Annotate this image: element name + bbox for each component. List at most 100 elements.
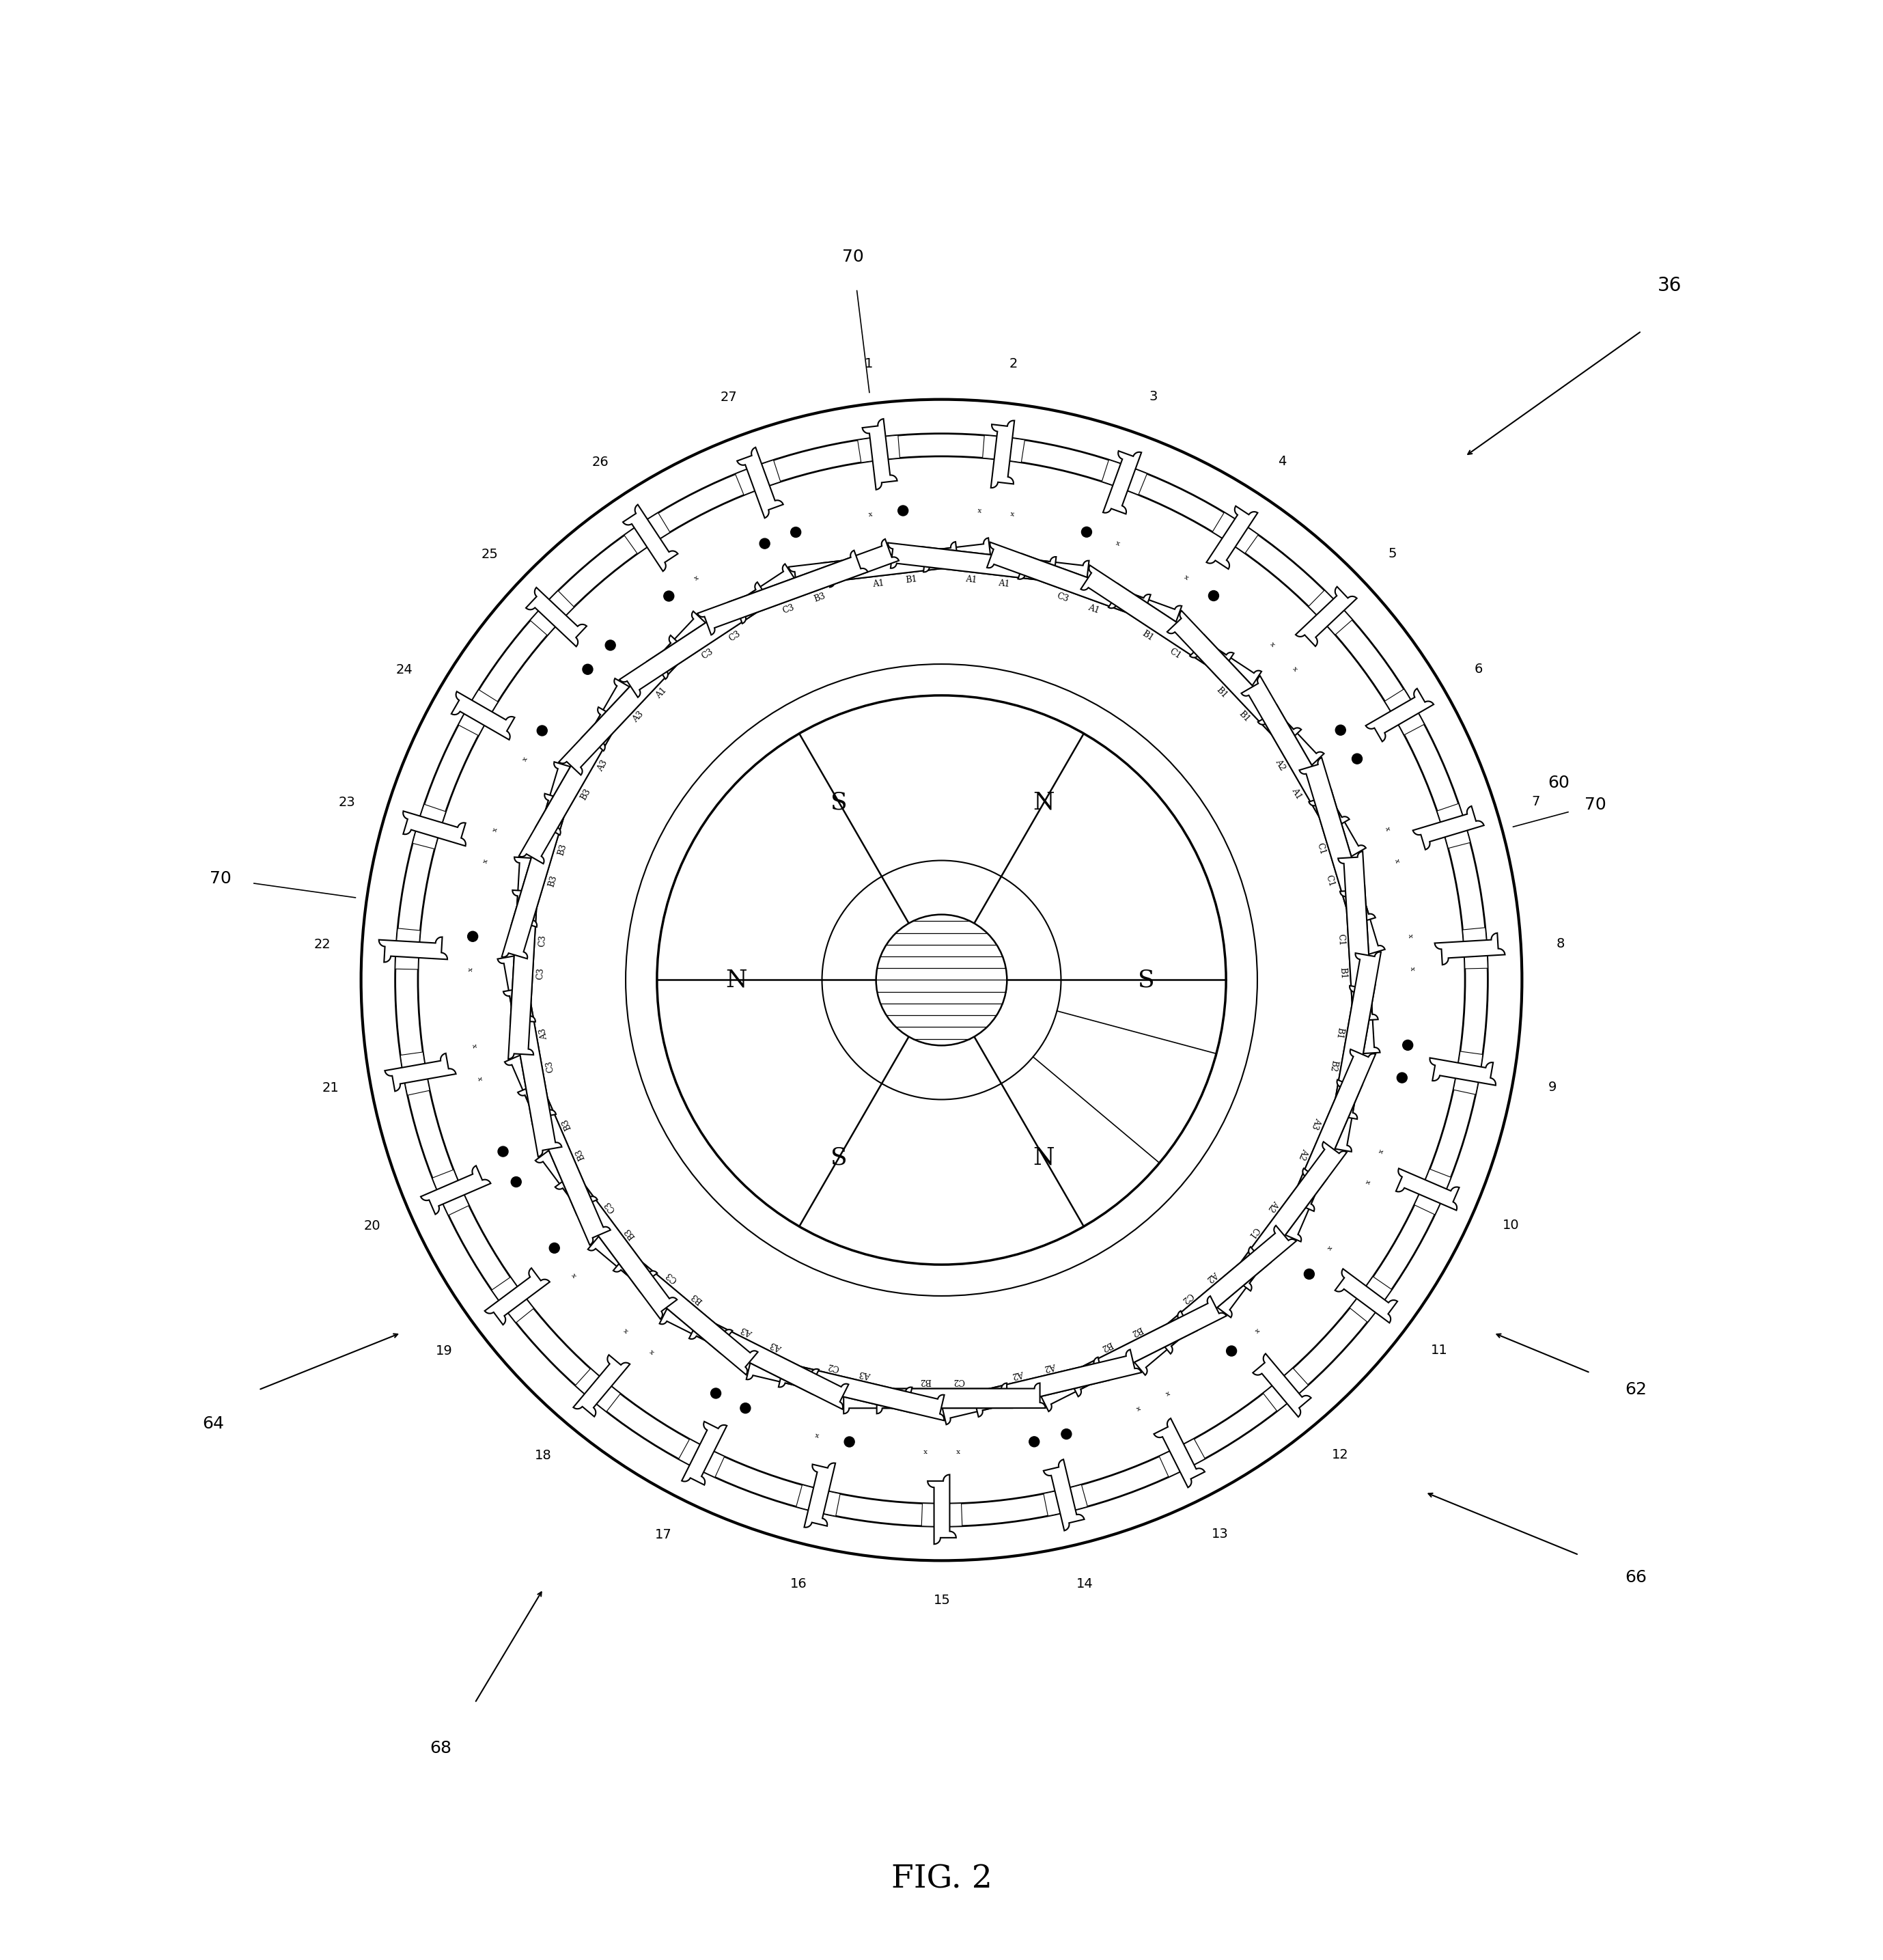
Polygon shape — [1190, 635, 1324, 774]
Text: C2: C2 — [827, 1360, 840, 1372]
Text: C1: C1 — [1335, 933, 1346, 947]
Polygon shape — [1414, 1168, 1452, 1215]
Text: x: x — [522, 757, 529, 762]
Text: 22: 22 — [314, 939, 331, 951]
Polygon shape — [1081, 564, 1233, 678]
Text: B2: B2 — [1100, 1339, 1115, 1352]
Polygon shape — [403, 811, 465, 847]
Text: 21: 21 — [322, 1082, 339, 1094]
Text: x: x — [648, 1348, 655, 1354]
Text: B3: B3 — [555, 843, 569, 857]
Text: A1: A1 — [653, 686, 668, 700]
Polygon shape — [1437, 804, 1471, 849]
Circle shape — [1335, 725, 1346, 735]
Polygon shape — [729, 539, 898, 623]
Polygon shape — [614, 1249, 757, 1374]
Text: x: x — [482, 858, 490, 864]
Polygon shape — [968, 1350, 1141, 1417]
Text: B3: B3 — [574, 1147, 586, 1162]
Polygon shape — [1350, 1276, 1392, 1323]
Polygon shape — [395, 929, 420, 970]
Polygon shape — [1207, 1168, 1328, 1317]
Text: A3: A3 — [539, 1027, 550, 1041]
Text: C1: C1 — [1247, 1225, 1260, 1241]
Text: A3: A3 — [595, 759, 610, 772]
Text: C3: C3 — [535, 966, 546, 980]
Polygon shape — [378, 937, 448, 962]
Text: 4: 4 — [1279, 455, 1286, 468]
Polygon shape — [520, 708, 623, 864]
Circle shape — [467, 931, 478, 941]
Text: 7: 7 — [1531, 796, 1540, 808]
Text: 66: 66 — [1625, 1570, 1648, 1586]
Polygon shape — [555, 1168, 678, 1319]
Polygon shape — [678, 1439, 725, 1478]
Polygon shape — [1395, 1168, 1459, 1209]
Circle shape — [663, 592, 674, 602]
Polygon shape — [736, 447, 783, 517]
Text: 36: 36 — [1657, 276, 1682, 296]
Text: x: x — [1009, 512, 1015, 517]
Polygon shape — [872, 1384, 1045, 1413]
Polygon shape — [1043, 1460, 1085, 1531]
Polygon shape — [384, 1053, 456, 1092]
Text: x: x — [1363, 1178, 1371, 1184]
Polygon shape — [505, 1047, 597, 1215]
Polygon shape — [576, 1368, 620, 1411]
Circle shape — [1226, 1347, 1237, 1356]
Polygon shape — [857, 435, 900, 463]
Text: A2: A2 — [1205, 1270, 1220, 1284]
Polygon shape — [1019, 553, 1183, 631]
Text: 8: 8 — [1557, 937, 1565, 951]
Text: 12: 12 — [1331, 1448, 1348, 1462]
Polygon shape — [508, 886, 539, 1058]
Circle shape — [710, 1388, 721, 1397]
Text: x: x — [815, 1431, 819, 1439]
Text: x: x — [1164, 1390, 1171, 1397]
Text: 3: 3 — [1149, 390, 1158, 404]
Text: A1: A1 — [998, 578, 1011, 588]
Polygon shape — [1258, 706, 1365, 864]
Circle shape — [550, 1243, 559, 1252]
Polygon shape — [821, 537, 996, 588]
Text: 11: 11 — [1431, 1345, 1448, 1356]
Polygon shape — [531, 590, 574, 635]
Text: A1: A1 — [1086, 602, 1102, 615]
Text: x: x — [693, 574, 700, 582]
Polygon shape — [623, 514, 670, 555]
Polygon shape — [620, 582, 776, 698]
Circle shape — [1403, 1041, 1412, 1051]
Text: 62: 62 — [1625, 1382, 1648, 1397]
Text: 68: 68 — [429, 1740, 452, 1756]
Text: S: S — [830, 1147, 847, 1168]
Polygon shape — [535, 678, 640, 835]
Text: C3: C3 — [544, 1060, 555, 1072]
Text: 24: 24 — [395, 664, 412, 676]
Polygon shape — [572, 1354, 631, 1417]
Polygon shape — [1102, 461, 1147, 494]
Circle shape — [844, 1437, 855, 1446]
Text: B2: B2 — [1130, 1325, 1143, 1337]
Polygon shape — [1228, 1143, 1346, 1292]
Text: 70: 70 — [842, 249, 864, 265]
Circle shape — [898, 506, 908, 515]
Circle shape — [1081, 527, 1092, 537]
Polygon shape — [1299, 759, 1375, 931]
Text: A3: A3 — [740, 1325, 755, 1337]
Polygon shape — [746, 1354, 911, 1413]
Text: C1: C1 — [1167, 647, 1183, 661]
Text: 2: 2 — [1009, 357, 1017, 370]
Text: A1: A1 — [966, 574, 977, 584]
Circle shape — [740, 1403, 751, 1413]
Polygon shape — [797, 1486, 840, 1517]
Text: C2: C2 — [1179, 1290, 1194, 1305]
Polygon shape — [697, 551, 868, 635]
Text: B2: B2 — [1328, 1058, 1339, 1072]
Polygon shape — [1335, 1268, 1397, 1323]
Text: 70: 70 — [1585, 796, 1606, 813]
Text: S: S — [1137, 968, 1154, 992]
Text: C3: C3 — [537, 935, 548, 947]
Text: C3: C3 — [700, 647, 716, 661]
Polygon shape — [1331, 953, 1380, 1121]
Circle shape — [604, 641, 616, 651]
